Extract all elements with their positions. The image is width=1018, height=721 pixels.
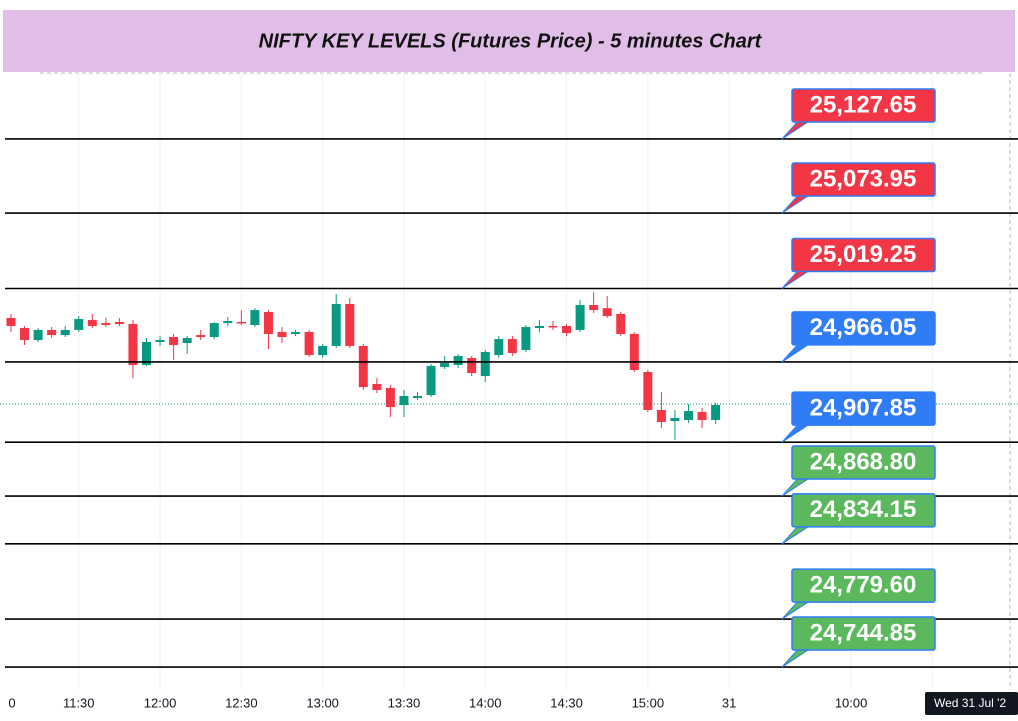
level-label: 24,779.60 <box>810 571 917 598</box>
candle-body <box>602 308 612 317</box>
candle-body <box>60 329 70 336</box>
candle-body <box>33 329 43 341</box>
candle-body <box>182 337 192 344</box>
title-bar <box>3 10 1015 72</box>
x-tick-label: 14:00 <box>469 695 502 710</box>
level-label: 24,868.80 <box>810 448 917 475</box>
candle-body <box>385 388 395 408</box>
candle-body <box>711 405 721 421</box>
x-tick-label: 13:00 <box>306 695 339 710</box>
candle-body <box>507 339 517 353</box>
candle-body <box>155 340 165 342</box>
candle-body <box>372 384 382 390</box>
candle-body <box>263 312 273 334</box>
x-tick-label: 15:00 <box>632 695 665 710</box>
candle-body <box>467 357 477 373</box>
candle-body <box>562 325 572 333</box>
level-callout <box>791 88 936 123</box>
candle-body <box>291 332 301 334</box>
chart-title: NIFTY KEY LEVELS (Futures Price) - 5 min… <box>259 30 763 52</box>
candle-body <box>223 320 233 324</box>
level-label: 24,834.15 <box>810 496 917 523</box>
candle-body <box>87 320 97 326</box>
candle-body <box>304 332 314 356</box>
candle-body <box>318 345 328 356</box>
level-label: 25,073.95 <box>810 165 917 192</box>
candle-body <box>534 325 544 329</box>
level-label: 24,966.05 <box>810 314 917 341</box>
level-callout <box>791 445 936 480</box>
crosshair-label: Wed 31 Jul '2 <box>934 696 1006 710</box>
candle-body <box>521 327 531 350</box>
level-label: 24,744.85 <box>810 619 917 646</box>
x-tick-label: 11:30 <box>63 695 95 710</box>
candle-body <box>548 325 558 328</box>
candle-body <box>74 319 84 330</box>
candle-body <box>670 417 680 422</box>
candle-body <box>656 409 666 422</box>
level-callout <box>791 391 936 426</box>
x-tick-label: 14:30 <box>550 695 583 710</box>
candle-body <box>20 328 30 341</box>
candle-body <box>575 304 585 330</box>
candle-body <box>589 304 599 311</box>
level-callout <box>791 237 936 273</box>
candle-body <box>629 333 639 370</box>
candle-body <box>413 396 422 398</box>
candle-body <box>684 411 693 421</box>
candle-body <box>453 356 463 365</box>
candle-body <box>277 332 287 337</box>
candle-body <box>643 372 653 410</box>
level-label: 24,907.85 <box>810 395 917 422</box>
candle-body <box>399 396 409 406</box>
level-callout <box>791 311 936 346</box>
candle-body <box>169 336 179 345</box>
candle-body <box>236 321 246 324</box>
level-label: 25,127.65 <box>810 91 917 118</box>
level-callout <box>791 616 936 651</box>
x-tick-label: 10:00 <box>835 695 868 710</box>
x-tick-label: 13:30 <box>388 695 421 710</box>
candle-body <box>331 304 341 346</box>
crosshair-box <box>925 692 1018 715</box>
candle-body <box>494 339 504 356</box>
candle-body <box>114 321 124 325</box>
candle-body <box>480 352 490 377</box>
candle-body <box>209 323 219 337</box>
level-callout <box>791 568 936 603</box>
candle-body <box>358 345 368 388</box>
candle-body <box>196 335 206 337</box>
candle-body <box>47 329 57 336</box>
candle-body <box>440 363 450 368</box>
candle-body <box>426 365 436 396</box>
x-tick-label: 12:30 <box>225 695 258 710</box>
x-tick-label: 0 <box>8 695 15 710</box>
x-tick-label: 31 <box>722 695 736 710</box>
candle-body <box>6 317 16 326</box>
candle-body <box>697 412 707 421</box>
candle-body <box>616 313 626 334</box>
candle-body <box>142 341 151 365</box>
candle-body <box>345 304 355 346</box>
level-callout <box>791 493 936 528</box>
candle-body <box>128 324 138 365</box>
x-tick-label: 12:00 <box>144 695 177 710</box>
level-callout <box>791 162 936 197</box>
level-label: 25,019.25 <box>810 241 917 268</box>
candle-body <box>250 310 260 325</box>
candle-body <box>101 323 111 325</box>
